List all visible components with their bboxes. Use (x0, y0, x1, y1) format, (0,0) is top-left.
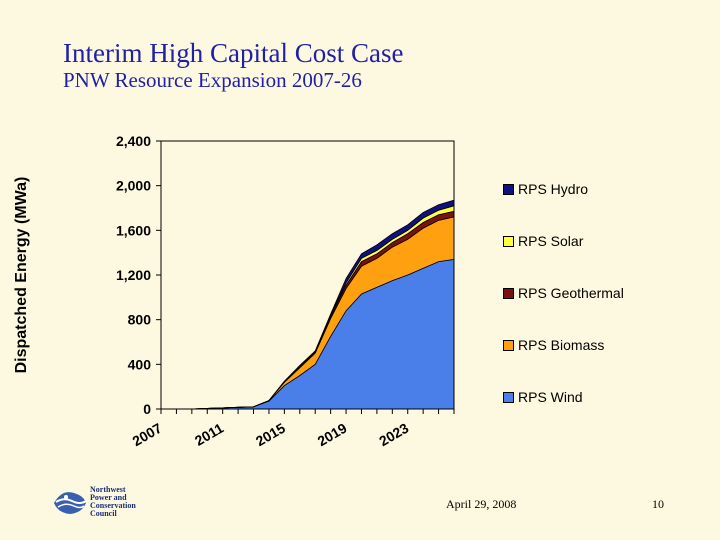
y-tick-label: 1,600 (116, 222, 151, 238)
legend-label: RPS Wind (518, 389, 583, 405)
page-number: 10 (652, 497, 664, 511)
legend-label: RPS Solar (518, 233, 584, 249)
y-tick-label: 800 (128, 312, 152, 328)
logo-text-line: Northwest (90, 485, 126, 494)
legend-swatch (503, 391, 514, 403)
y-axis-label: Dispatched Energy (MWa) (13, 176, 30, 374)
legend-item-rps-biomass: RPS Biomass (503, 319, 624, 371)
council-logo-text: Northwest Power and Conservation Council (90, 486, 136, 518)
x-tick-label: 2007 (130, 420, 165, 450)
slide-subtitle: PNW Resource Expansion 2007-26 (63, 68, 362, 92)
slide-title: Interim High Capital Cost Case (63, 38, 404, 68)
council-logo-icon (54, 492, 87, 514)
logo-text-line: Council (90, 509, 117, 518)
legend-swatch (503, 235, 514, 247)
legend-item-rps-hydro: RPS Hydro (503, 163, 624, 215)
footer-date: April 29, 2008 (446, 497, 517, 511)
legend-swatch (503, 287, 514, 299)
chart-legend: RPS Hydro RPS Solar RPS Geothermal RPS Biom… (503, 163, 624, 423)
legend-label: RPS Biomass (518, 337, 605, 353)
y-tick-label: 400 (128, 356, 152, 372)
council-logo: Northwest Power and Conservation Council (52, 486, 136, 518)
y-tick-label: 1,200 (116, 267, 151, 283)
legend-item-rps-geothermal: RPS Geothermal (503, 267, 624, 319)
legend-item-rps-wind: RPS Wind (503, 371, 624, 423)
legend-label: RPS Hydro (518, 181, 589, 197)
logo-text-line: Power and (90, 493, 127, 502)
x-tick-label: 2023 (376, 420, 411, 450)
legend-label: RPS Geothermal (518, 285, 624, 301)
y-tick-label: 0 (143, 401, 151, 417)
y-tick-label: 2,400 (116, 133, 151, 149)
y-tick-label: 2,000 (116, 178, 151, 194)
legend-item-rps-solar: RPS Solar (503, 215, 624, 267)
area-rps-wind (161, 258, 455, 410)
x-tick-label: 2015 (253, 420, 288, 450)
logo-text-line: Conservation (90, 501, 136, 510)
legend-swatch (503, 339, 514, 351)
x-tick-label: 2011 (192, 420, 226, 449)
slide-title-block: Interim High Capital Cost Case PNW Resou… (63, 38, 403, 92)
x-tick-label: 2019 (315, 420, 350, 450)
legend-swatch (503, 183, 514, 195)
